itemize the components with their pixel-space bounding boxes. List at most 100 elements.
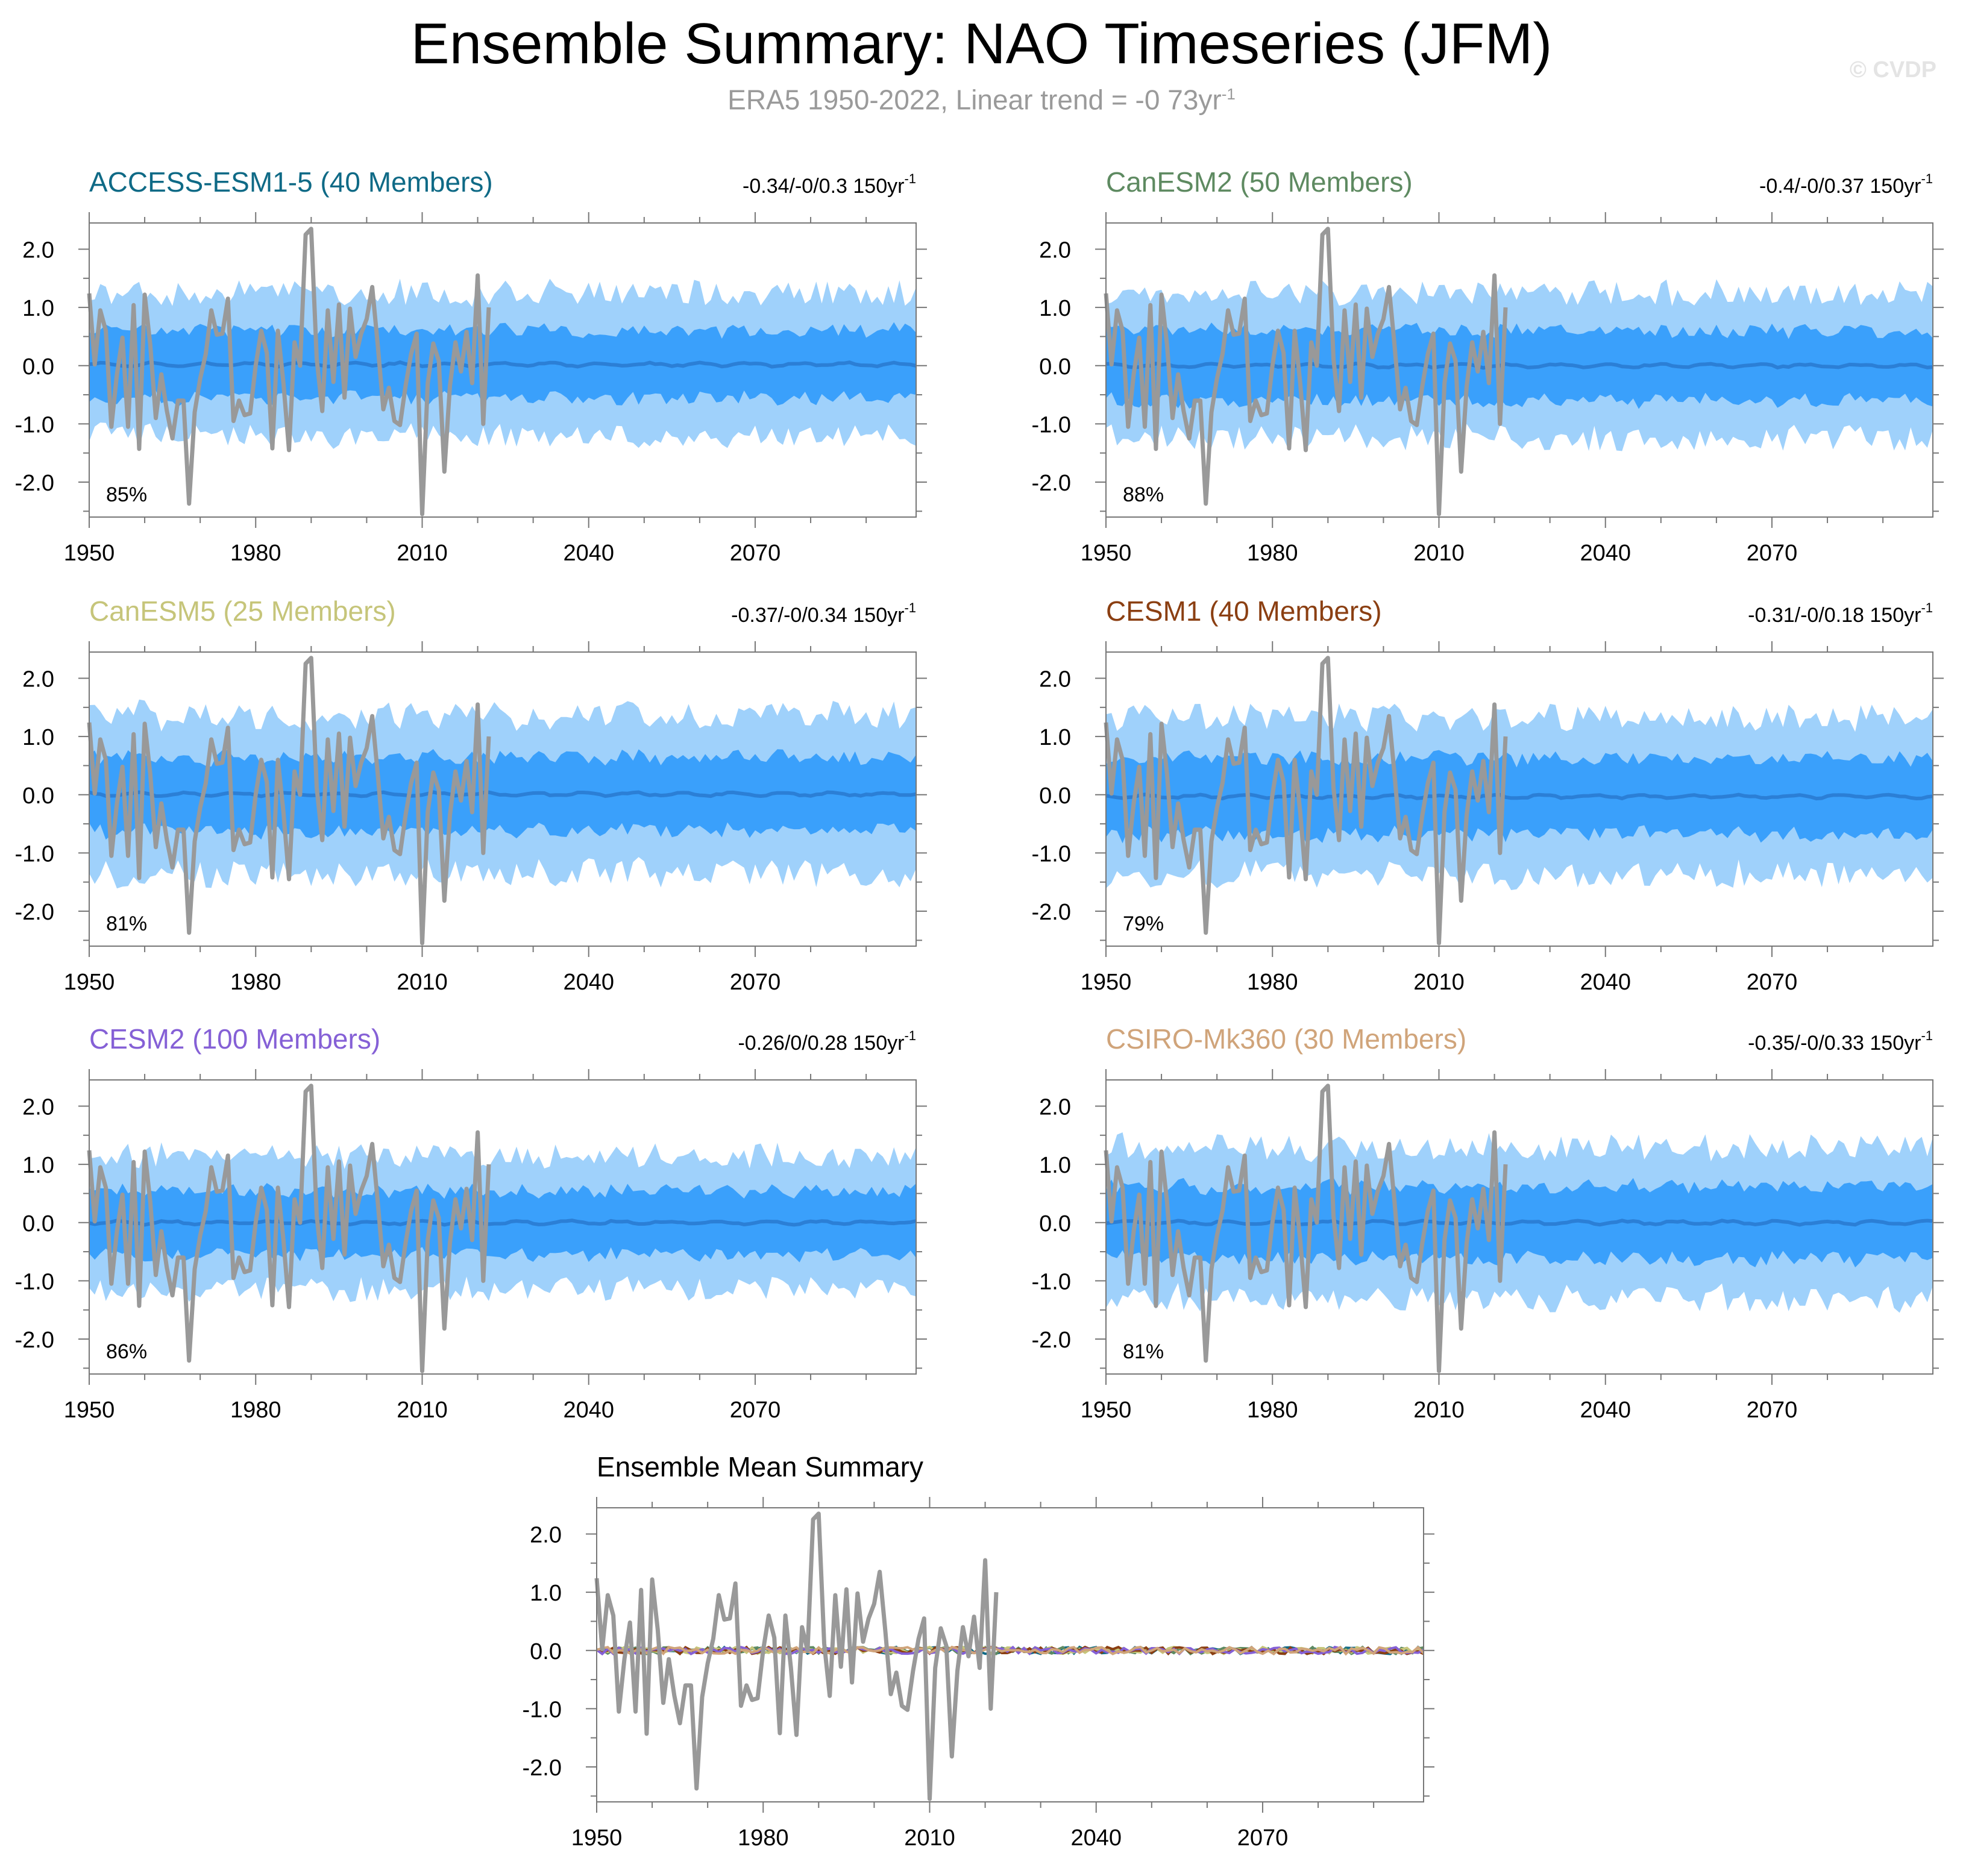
panel-x-tick-label: 2070 — [730, 970, 781, 995]
panel-y-tick-label: 1.0 — [22, 725, 54, 750]
panel-x-tick-label: 1980 — [1247, 970, 1298, 995]
panel-x-tick-label: 2070 — [730, 1398, 781, 1423]
panel-title: CanESM5 (25 Members) — [89, 595, 396, 627]
panel-x-tick-label: 2040 — [563, 541, 614, 566]
panel-title: CESM1 (40 Members) — [1106, 595, 1382, 627]
panel-trend-exponent: -1 — [1921, 171, 1933, 186]
panel-x-tick-label: 1980 — [230, 970, 281, 995]
panel-y-tick-label: 1.0 — [1039, 296, 1071, 321]
panel-x-tick-label: 2010 — [1413, 970, 1465, 995]
figure-title: Ensemble Summary: NAO Timeseries (JFM) — [410, 11, 1553, 76]
panel-title: ACCESS-ESM1-5 (40 Members) — [89, 166, 493, 198]
panel-trend-exponent: -1 — [1921, 600, 1933, 615]
panel-x-tick-label: 2070 — [1747, 541, 1798, 566]
panel-x-tick-label: 2040 — [563, 970, 614, 995]
panel-x-tick-label: 2010 — [1413, 1398, 1465, 1423]
panel-x-tick-label: 1950 — [64, 1398, 115, 1423]
summary-era5-line — [594, 1511, 999, 1801]
panel-title: CESM2 (100 Members) — [89, 1023, 380, 1055]
panel-frame — [1105, 222, 1933, 518]
panel-x-tick-label: 2040 — [1580, 970, 1631, 995]
panel-y-tick-label: 0.0 — [22, 354, 54, 380]
panel-canesm2: 1950 1980 2010 2040 2070 2.0 1.0 0.0 -1.0 -2.0 Can… — [1032, 166, 1944, 566]
panel-trend-exponent: -1 — [904, 1028, 916, 1043]
panel-x-tick-label: 1980 — [230, 1398, 281, 1423]
panel-x-tick-label: 1980 — [1247, 541, 1298, 566]
panel-y-tick-label: -1.0 — [1032, 841, 1071, 867]
panel-frame — [1105, 1079, 1933, 1375]
panel-percent: 88% — [1123, 483, 1164, 506]
summary-y-tick-label: -1.0 — [523, 1697, 562, 1722]
panel-y-tick-label: 2.0 — [1039, 667, 1071, 692]
panel-era5-line — [87, 656, 491, 946]
ensemble-mean-line — [1105, 1219, 1933, 1227]
panel-percent: 81% — [1123, 1340, 1164, 1363]
summary-x-tick-label: 2010 — [904, 1825, 955, 1851]
panel-frame — [89, 1079, 917, 1375]
panel-y-tick-label: 1.0 — [22, 1153, 54, 1178]
panel-trend-exponent: -1 — [904, 600, 916, 615]
panel-x-tick-label: 1950 — [1081, 1398, 1132, 1423]
panel-y-tick-label: -2.0 — [1032, 900, 1071, 925]
summary-x-tick-label: 1950 — [571, 1825, 623, 1851]
panel-y-tick-label: 2.0 — [22, 667, 54, 692]
panel-percent: 79% — [1123, 912, 1164, 935]
panel-era5-line — [87, 1084, 491, 1373]
panel-trend-exponent: -1 — [1921, 1028, 1933, 1043]
summary-y-tick-label: 2.0 — [530, 1522, 562, 1548]
panel-y-tick-label: 0.0 — [1039, 354, 1071, 380]
panel-y-tick-label: 2.0 — [22, 237, 54, 263]
ensemble-mean-line — [89, 790, 917, 798]
panel-y-tick-label: -2.0 — [1032, 471, 1071, 496]
panel-era5-line — [87, 227, 491, 516]
panel-frame — [89, 222, 917, 518]
ensemble-mean-line — [1105, 792, 1933, 801]
summary-y-tick-label: 0.0 — [530, 1639, 562, 1664]
panel-y-tick-label: 0.0 — [1039, 1211, 1071, 1237]
panel-y-tick-label: -2.0 — [15, 1328, 54, 1353]
panel-x-tick-label: 2070 — [730, 541, 781, 566]
panel-y-tick-label: 1.0 — [22, 296, 54, 321]
panel-percent: 81% — [106, 912, 147, 935]
panel-x-tick-label: 1950 — [1081, 541, 1132, 566]
panel-csiro-mk360: 1950 1980 2010 2040 2070 2.0 1.0 0.0 -1.0 -2.0 CSI… — [1032, 1023, 1944, 1423]
subtitle-text: ERA5 1950-2022, Linear trend = -0 73yr — [727, 84, 1222, 116]
panel-y-tick-label: 2.0 — [22, 1094, 54, 1120]
model-mean-line — [596, 1645, 1425, 1656]
panel-y-tick-label: 1.0 — [1039, 725, 1071, 750]
panel-trend: -0.34/-0/0.3 150yr-1 — [743, 171, 916, 198]
panel-y-tick-label: -1.0 — [15, 1269, 54, 1294]
panel-title: CSIRO-Mk360 (30 Members) — [1106, 1023, 1466, 1055]
panel-percent: 86% — [106, 1340, 147, 1363]
panel-x-tick-label: 2040 — [563, 1398, 614, 1423]
panel-y-tick-label: 0.0 — [22, 783, 54, 809]
panel-y-tick-label: 0.0 — [1039, 783, 1071, 809]
panel-trend: -0.37/-0/0.34 150yr-1 — [731, 600, 916, 627]
ensemble-mean-line — [1105, 362, 1933, 370]
panel-x-tick-label: 1950 — [64, 541, 115, 566]
panel-trend-exponent: -1 — [904, 171, 916, 186]
panel-frame — [89, 651, 917, 947]
panel-y-tick-label: -1.0 — [1032, 412, 1071, 438]
panel-x-tick-label: 1950 — [64, 970, 115, 995]
panel-y-tick-label: -1.0 — [15, 841, 54, 867]
panel-y-tick-label: 1.0 — [1039, 1153, 1071, 1178]
panel-cesm1: 1950 1980 2010 2040 2070 2.0 1.0 0.0 -1.0 -2.0 CES… — [1032, 595, 1944, 995]
panel-canesm5: 1950 1980 2010 2040 2070 2.0 1.0 0.0 -1.0 -2.0 Can… — [15, 595, 927, 995]
panel-x-tick-label: 2040 — [1580, 1398, 1631, 1423]
panel-era5-line — [1104, 656, 1508, 946]
panel-y-tick-label: -1.0 — [15, 412, 54, 438]
panel-x-tick-label: 1980 — [1247, 1398, 1298, 1423]
summary-frame — [596, 1507, 1424, 1802]
panel-y-tick-label: 2.0 — [1039, 1094, 1071, 1120]
panel-y-tick-label: 2.0 — [1039, 237, 1071, 263]
ensemble-mean-line — [89, 360, 917, 369]
panel-x-tick-label: 2010 — [397, 541, 448, 566]
panel-trend: -0.31/-0/0.18 150yr-1 — [1748, 600, 1933, 627]
panel-y-tick-label: 0.0 — [22, 1211, 54, 1237]
panel-trend: -0.26/0/0.28 150yr-1 — [738, 1028, 916, 1055]
panel-x-tick-label: 2010 — [397, 1398, 448, 1423]
panel-trend: -0.4/-0/0.37 150yr-1 — [1759, 171, 1933, 198]
summary-x-tick-label: 2040 — [1070, 1825, 1122, 1851]
